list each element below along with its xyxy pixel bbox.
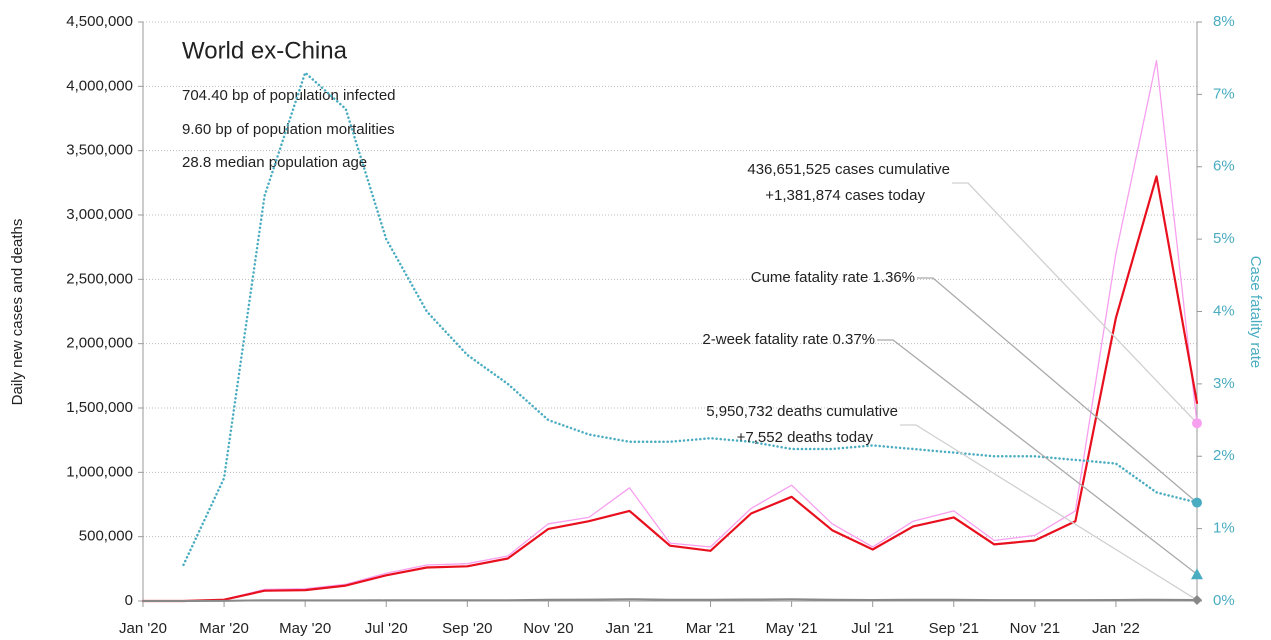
x-tick-label: Jul '21 [851,620,894,637]
x-tick-label: May '21 [766,620,818,637]
annotation: 5,950,732 deaths cumulative [706,403,898,420]
y2-axis-label: Case fatality rate [1247,256,1264,369]
series-line [141,175,1199,603]
y-tick-label: 4,000,000 [66,77,133,94]
annotation: 436,651,525 cases cumulative [747,161,950,178]
series-line [142,598,1198,602]
leader-line [917,277,1198,504]
stat: 704.40 bp of population infected [182,87,396,104]
series-line [142,59,1198,602]
y-tick-label: 4,500,000 [66,13,133,30]
annotation: Cume fatality rate 1.36% [751,269,915,286]
y-tick-label: 3,500,000 [66,142,133,159]
x-tick-label: Jul '20 [365,620,408,637]
x-tick-label: May '20 [279,620,331,637]
y-tick-label: 0 [125,592,133,609]
leader-line [877,339,1198,575]
x-tick-label: Jan '22 [1092,620,1140,637]
y-tick-label: 500,000 [79,528,133,545]
x-tick-label: Mar '21 [686,620,736,637]
x-tick-label: Jan '21 [606,620,654,637]
stat: 9.60 bp of population mortalities [182,121,395,138]
series-line [182,71,1199,567]
y2-tick-label: 4% [1213,302,1235,319]
y2-tick-label: 5% [1213,230,1235,247]
x-tick-label: Mar '20 [199,620,249,637]
annotation: +7,552 deaths today [737,429,874,446]
y-tick-label: 2,500,000 [66,270,133,287]
x-tick-label: Nov '21 [1010,620,1060,637]
y-axis-label: Daily new cases and deaths [9,219,26,406]
end-marker [1191,568,1203,580]
y2-tick-label: 2% [1213,447,1235,464]
x-tick-label: Sep '20 [442,620,492,637]
y2-tick-label: 1% [1213,520,1235,537]
y2-tick-label: 0% [1213,592,1235,609]
stat: 28.8 median population age [182,154,367,171]
x-tick-label: Sep '21 [929,620,979,637]
end-marker [1192,418,1202,429]
y2-tick-label: 6% [1213,158,1235,175]
y-tick-label: 1,500,000 [66,399,133,416]
x-tick-label: Jan '20 [119,620,167,637]
y-tick-label: 3,000,000 [66,206,133,223]
end-marker [1192,497,1202,508]
y2-tick-label: 7% [1213,85,1235,102]
y-tick-label: 1,000,000 [66,463,133,480]
y-tick-label: 2,000,000 [66,335,133,352]
leader-line [952,182,1198,424]
end-marker [1192,595,1202,606]
y2-tick-label: 3% [1213,375,1235,392]
chart-title: World ex-China [182,37,348,64]
y2-tick-label: 8% [1213,13,1235,30]
x-tick-label: Nov '20 [523,620,573,637]
annotation: 2-week fatality rate 0.37% [702,331,875,348]
annotation: +1,381,874 cases today [765,187,925,204]
leader-line [900,424,1198,601]
